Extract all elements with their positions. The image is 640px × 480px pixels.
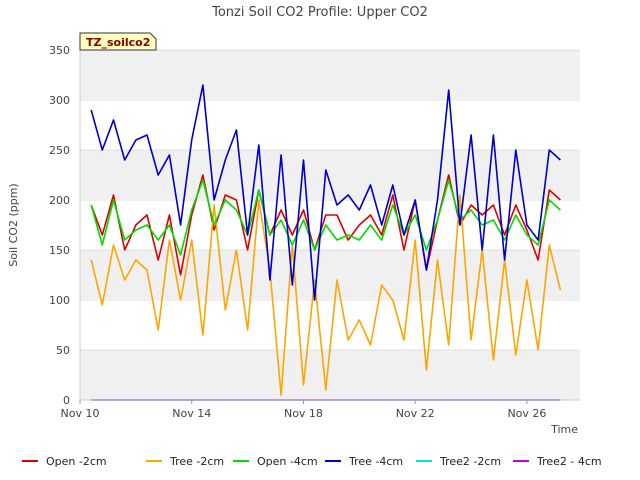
x-axis-ticks: Nov 10 Nov 14 Nov 18 Nov 22 Nov 26 bbox=[61, 400, 546, 420]
x-tick-label: Nov 26 bbox=[507, 407, 546, 420]
legend-label: Tree2 - 4cm bbox=[536, 455, 602, 468]
y-axis-label: Soil CO2 (ppm) bbox=[7, 183, 20, 266]
legend-label: Open -4cm bbox=[257, 455, 318, 468]
legend-label: Tree -4cm bbox=[348, 455, 403, 468]
legend-item: Tree -4cm bbox=[325, 455, 403, 468]
legend-label: Tree -2cm bbox=[169, 455, 224, 468]
y-tick-label: 200 bbox=[49, 194, 70, 207]
y-tick-label: 0 bbox=[63, 394, 70, 407]
grid-band bbox=[80, 350, 580, 400]
x-axis-label: Time bbox=[550, 423, 578, 436]
legend: Open -2cm Tree -2cm Open -4cm Tree -4cm Tree… bbox=[22, 455, 602, 468]
legend-item: Open -4cm bbox=[233, 455, 318, 468]
station-tag: TZ_soilco2 bbox=[79, 32, 157, 51]
series-line-tree-4cm bbox=[90, 84, 561, 301]
legend-item: Tree2 -2cm bbox=[416, 455, 501, 468]
legend-item: Open -2cm bbox=[22, 455, 107, 468]
series-line-open-2cm bbox=[90, 174, 561, 276]
y-tick-label: 50 bbox=[56, 344, 70, 357]
y-tick-label: 250 bbox=[49, 144, 70, 157]
y-axis-ticks: 0 50 100 150 200 250 300 350 bbox=[49, 44, 70, 407]
x-tick-label: Nov 14 bbox=[172, 407, 211, 420]
legend-item: Tree -2cm bbox=[146, 455, 224, 468]
grid-bands bbox=[80, 49, 580, 400]
y-tick-label: 100 bbox=[49, 294, 70, 307]
y-tick-label: 300 bbox=[49, 94, 70, 107]
legend-label: Open -2cm bbox=[46, 455, 107, 468]
chart-title: Tonzi Soil CO2 Profile: Upper CO2 bbox=[211, 5, 428, 20]
grid-band bbox=[80, 50, 580, 100]
x-tick-label: Nov 18 bbox=[284, 407, 323, 420]
legend-label: Tree2 -2cm bbox=[439, 455, 501, 468]
station-tag-label: TZ_soilco2 bbox=[86, 36, 150, 49]
y-tick-label: 150 bbox=[49, 244, 70, 257]
x-tick-label: Nov 22 bbox=[396, 407, 435, 420]
series-line-open-4cm bbox=[90, 179, 561, 256]
grid-band bbox=[80, 150, 580, 200]
y-tick-label: 350 bbox=[49, 44, 70, 57]
station-tag-box bbox=[79, 32, 157, 51]
x-tick-label: Nov 10 bbox=[61, 407, 100, 420]
legend-item: Tree2 - 4cm bbox=[513, 455, 602, 468]
